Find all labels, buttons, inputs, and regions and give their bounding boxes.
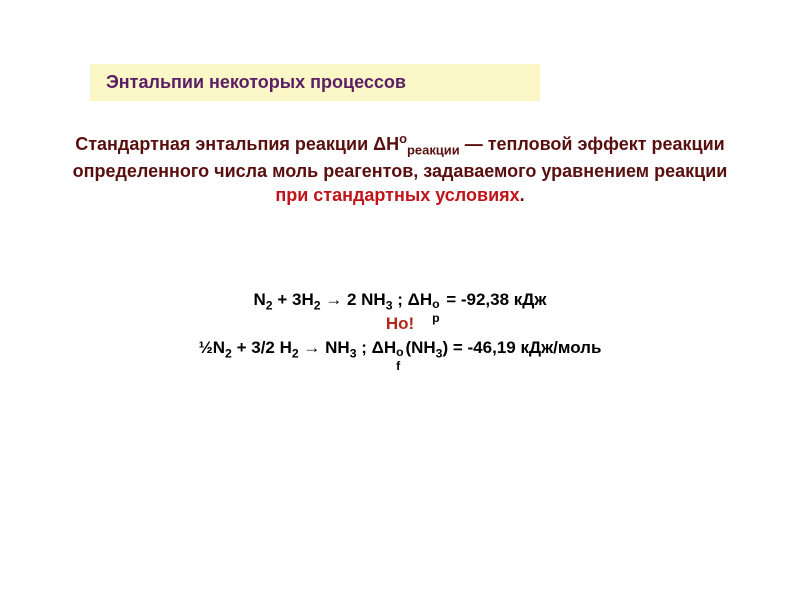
eq2-dH-sub: f [396, 359, 400, 373]
eq1-lhs-b-sub: 2 [314, 298, 321, 312]
def-highlight: при стандартных условиях [275, 185, 519, 205]
eq1-dH: ΔH [408, 290, 433, 309]
eq2-arg: (NH [405, 338, 435, 357]
def-sub: реакции [407, 143, 460, 158]
eq2-half: ½N [199, 338, 225, 357]
eq1-val: = -92,38 кДж [441, 290, 546, 309]
eq2-plus: + 3/2 H [232, 338, 292, 357]
but-text: Но! [0, 314, 800, 334]
definition-text: Стандартная энтальпия реакции ΔHореакции… [60, 130, 740, 208]
eq2-dH: ΔH [372, 338, 397, 357]
eq2-dH-sup: о [396, 345, 403, 359]
eq2-val: ) = -46,19 кДж/моль [442, 338, 601, 357]
eq2-c-sub: 3 [350, 346, 357, 360]
eq1-plus: + 3H [273, 290, 314, 309]
but-label: Но! [386, 314, 414, 333]
eq2-sep: ; [357, 338, 372, 357]
def-sup: о [399, 131, 407, 146]
eq2-b-sub: 2 [292, 346, 299, 360]
eq1-rhs-sub: 3 [386, 298, 393, 312]
eq2-arrow: → NH [299, 338, 350, 357]
equation-2: ½N2 + 3/2 H2 → NH3 ; ΔHоf(NH3) = -46,19 … [0, 338, 800, 360]
eq1-lhs-a: N [254, 290, 266, 309]
def-part3: . [520, 185, 525, 205]
eq2-a-sub: 2 [225, 346, 232, 360]
eq1-dH-sup: о [432, 297, 439, 311]
title-text: Энтальпии некоторых процессов [106, 72, 406, 92]
section-title: Энтальпии некоторых процессов [90, 64, 540, 101]
def-part1: Стандартная энтальпия реакции ΔH [75, 134, 399, 154]
eq1-sep: ; [393, 290, 408, 309]
equation-1: N2 + 3H2 → 2 NH3 ; ΔHор = -92,38 кДж [0, 290, 800, 312]
eq1-lhs-a-sub: 2 [266, 298, 273, 312]
eq1-arrow: → 2 NH [321, 290, 386, 309]
